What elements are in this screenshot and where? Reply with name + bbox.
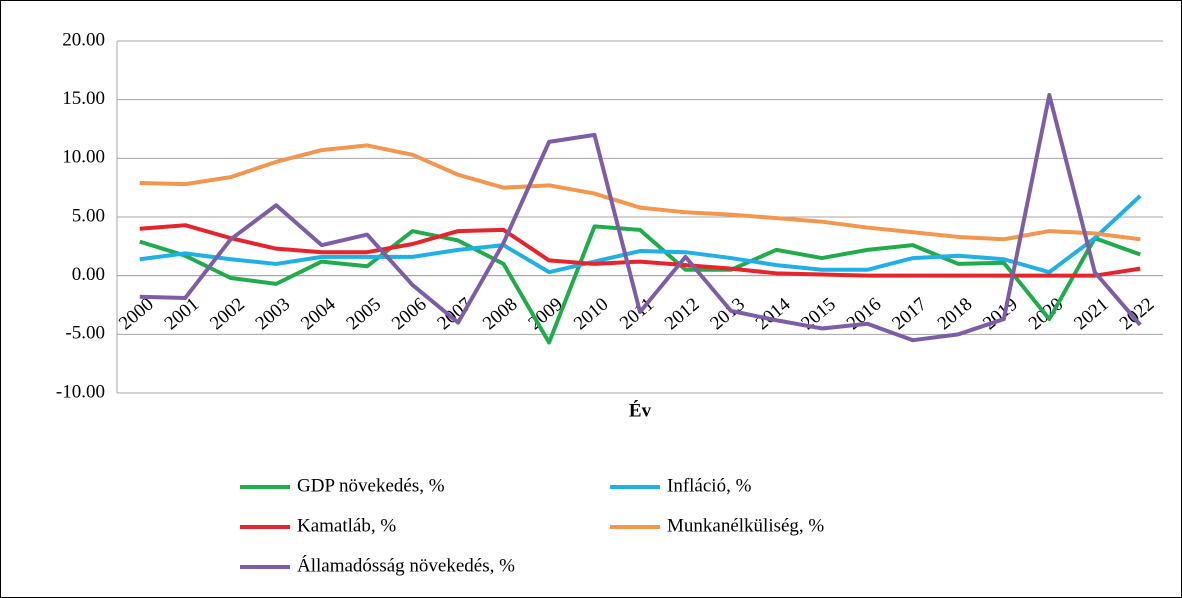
y-tick-label: 0.00	[72, 264, 105, 285]
y-tick-label: -10.00	[56, 381, 105, 402]
x-axis-title: Év	[629, 399, 652, 421]
y-tick-label: -5.00	[65, 323, 105, 344]
series-line	[139, 224, 1141, 345]
series-line	[139, 194, 1142, 275]
legend-label: GDP növekedés, %	[297, 475, 445, 496]
y-tick-label: 15.00	[62, 88, 105, 109]
y-tick-label: 20.00	[62, 29, 105, 50]
y-tick-label: 10.00	[62, 147, 105, 168]
series-line	[139, 92, 1142, 343]
series-line	[139, 223, 1141, 278]
series-line	[139, 143, 1141, 242]
legend-label: Kamatláb, %	[297, 515, 396, 536]
legend-label: Munkanélküliség, %	[667, 515, 824, 536]
legend-label: Infláció, %	[667, 475, 752, 496]
legend-label: Államadósság növekedés, %	[297, 554, 515, 576]
y-tick-label: 5.00	[72, 205, 105, 226]
